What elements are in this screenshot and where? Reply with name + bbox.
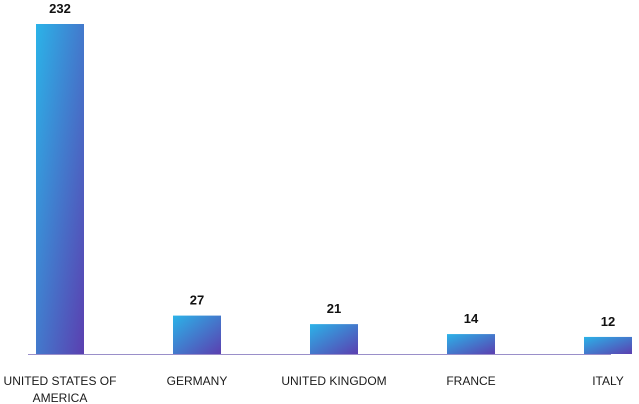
value-label-2: 21 bbox=[327, 301, 341, 316]
category-label-2: UNITED KINGDOM bbox=[281, 374, 386, 388]
value-labels-group: 232 27 21 14 12 bbox=[49, 1, 615, 329]
bar-0 bbox=[36, 24, 84, 354]
bar-1 bbox=[173, 315, 221, 354]
category-label-3: FRANCE bbox=[446, 374, 495, 388]
value-label-1: 27 bbox=[190, 293, 204, 308]
value-label-3: 14 bbox=[464, 311, 479, 326]
category-label-1: GERMANY bbox=[167, 374, 228, 388]
bar-4 bbox=[584, 336, 632, 354]
value-label-4: 12 bbox=[601, 314, 615, 329]
bar-2 bbox=[310, 324, 358, 354]
category-labels-group: UNITED STATES OF AMERICA GERMANY UNITED KIN… bbox=[4, 374, 624, 404]
bar-3 bbox=[447, 334, 495, 354]
bars-group bbox=[36, 24, 632, 354]
category-label-4: ITALY bbox=[592, 374, 624, 388]
value-label-0: 232 bbox=[49, 1, 71, 16]
category-label-0: UNITED STATES OF AMERICA bbox=[4, 374, 117, 404]
